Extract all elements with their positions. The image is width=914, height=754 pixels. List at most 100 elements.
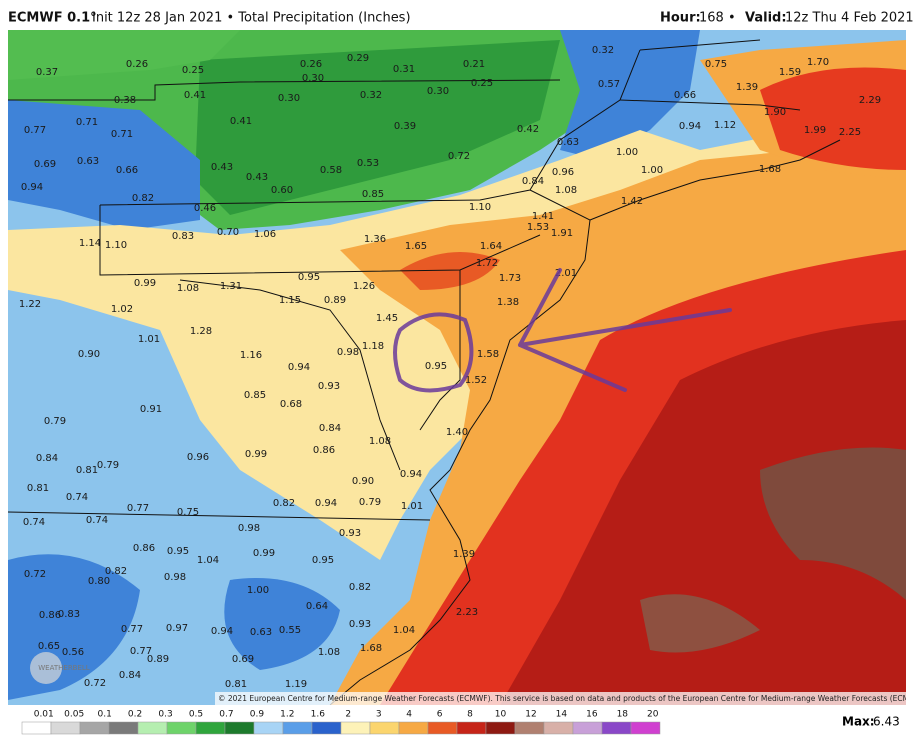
map-value-label: 1.58 (477, 349, 499, 360)
map-value-label: 0.94 (21, 182, 43, 193)
map-value-label: 1.99 (804, 125, 826, 136)
map-value-label: 1.08 (177, 283, 199, 294)
map-value-label: 2.23 (456, 607, 478, 618)
blue-area (560, 30, 700, 160)
map-value-label: 0.94 (679, 121, 701, 132)
map-value-label: 1.02 (111, 304, 133, 315)
copyright-bg (215, 692, 906, 705)
map-value-label: 0.94 (288, 362, 310, 373)
max-value: 6.43 (873, 715, 900, 729)
map-value-label: 0.41 (230, 116, 252, 127)
map-value-label: 0.81 (225, 679, 247, 690)
map-value-label: 0.43 (246, 172, 268, 183)
map-value-label: 0.89 (147, 654, 169, 665)
map-value-label: 1.01 (401, 501, 423, 512)
map-value-label: 1.91 (551, 228, 573, 239)
map-value-label: 0.75 (705, 59, 727, 70)
map-value-label: 0.99 (134, 278, 156, 289)
map-value-label: 0.97 (166, 623, 188, 634)
map-value-label: 0.86 (39, 610, 61, 621)
map-value-label: 0.72 (448, 151, 470, 162)
map-value-label: 0.60 (271, 185, 293, 196)
map-value-label: 0.79 (359, 497, 381, 508)
map: 0.37 0.26 0.25 0.26 0.29 0.31 0.21 0.32 0.30 0.25… (8, 30, 914, 705)
colorbar-label: 20 (647, 710, 659, 720)
model-name: ECMWF 0.1° (8, 11, 97, 26)
map-value-label: 0.98 (337, 347, 359, 358)
map-value-label: 1.64 (480, 241, 502, 252)
map-value-label: 0.30 (427, 86, 449, 97)
colorbar-cell (456, 721, 487, 735)
map-value-label: 0.37 (36, 67, 58, 78)
colorbar-cell (166, 721, 197, 735)
map-value-label: 0.74 (86, 515, 108, 526)
map-value-label: 1.01 (138, 334, 160, 345)
brown-area (760, 447, 906, 600)
hour-value: 168 • (699, 11, 736, 26)
map-value-label: 0.86 (313, 445, 335, 456)
map-value-label: 0.32 (592, 45, 614, 56)
map-value-label: 0.77 (127, 503, 149, 514)
map-value-label: 0.95 (298, 272, 320, 283)
map-value-label: 0.81 (76, 465, 98, 476)
colorbar-label: 4 (406, 710, 412, 720)
colorbar-label: 0.2 (128, 710, 142, 720)
map-value-label: 0.25 (471, 78, 493, 89)
map-labels: 0.37 0.26 0.25 0.26 0.29 0.31 0.21 0.32 0.30 0.25… (19, 45, 881, 690)
map-value-label: 2.25 (839, 127, 861, 138)
map-value-label: 1.70 (807, 57, 829, 68)
map-value-label: 0.74 (23, 517, 45, 528)
map-value-label: 1.72 (476, 258, 498, 269)
map-value-label: 0.90 (352, 476, 374, 487)
colorbar-label: 0.7 (219, 710, 233, 720)
valid-label: Valid: (745, 11, 787, 26)
map-value-label: 1.40 (446, 427, 468, 438)
coastline (329, 189, 591, 705)
map-value-label: 1.00 (247, 585, 269, 596)
map-value-label: 0.72 (24, 569, 46, 580)
map-value-label: 0.81 (27, 483, 49, 494)
border (8, 511, 431, 521)
colorbar: 0.01 0.05 0.1 0.2 0.3 0.5 0.7 0.9 1.2 1.6 2 3 4 6 8 10 1… (21, 710, 661, 735)
map-value-label: 0.64 (306, 601, 328, 612)
hour-label: Hour: (660, 11, 701, 26)
map-value-label: 0.80 (88, 576, 110, 587)
map-value-label: 0.89 (324, 295, 346, 306)
map-value-label: 1.15 (279, 295, 301, 306)
colorbar-cell (224, 721, 255, 735)
map-value-label: 0.71 (76, 117, 98, 128)
map-value-label: 0.66 (116, 165, 138, 176)
map-value-label: 0.84 (522, 176, 544, 187)
map-value-label: 0.29 (347, 53, 369, 64)
colorbar-cell (21, 721, 52, 735)
map-value-label: 0.99 (245, 449, 267, 460)
map-value-label: 1.31 (220, 281, 242, 292)
map-value-label: 0.94 (315, 498, 337, 509)
blue-area (8, 100, 200, 230)
map-value-label: 1.90 (764, 107, 786, 118)
map-value-label: 0.83 (58, 609, 80, 620)
colorbar-label: 0.9 (250, 710, 265, 720)
map-value-label: 0.94 (400, 469, 422, 480)
boundaries (8, 39, 841, 705)
colorbar-label: 0.1 (97, 710, 111, 720)
map-value-label: 1.65 (405, 241, 427, 252)
copyright: © 2021 European Centre for Medium-range … (218, 694, 914, 703)
map-value-label: 0.30 (302, 73, 324, 84)
map-value-label: 1.04 (393, 625, 415, 636)
map-value-label: 1.08 (555, 185, 577, 196)
map-value-label: 0.77 (24, 125, 46, 136)
map-value-label: 0.84 (36, 453, 58, 464)
map-value-label: 0.83 (172, 231, 194, 242)
map-value-label: 0.56 (62, 647, 84, 658)
map-value-label: 0.84 (119, 670, 141, 681)
colorbar-label: 6 (437, 710, 443, 720)
map-value-label: 0.57 (598, 79, 620, 90)
map-value-label: 0.71 (111, 129, 133, 140)
colorbar-label: 0.05 (64, 710, 84, 720)
colorbar-cell (50, 721, 81, 735)
colorbar-cell (137, 721, 168, 735)
map-value-label: 1.28 (190, 326, 212, 337)
map-value-label: 1.39 (453, 549, 475, 560)
colorbar-label: 10 (495, 710, 507, 720)
